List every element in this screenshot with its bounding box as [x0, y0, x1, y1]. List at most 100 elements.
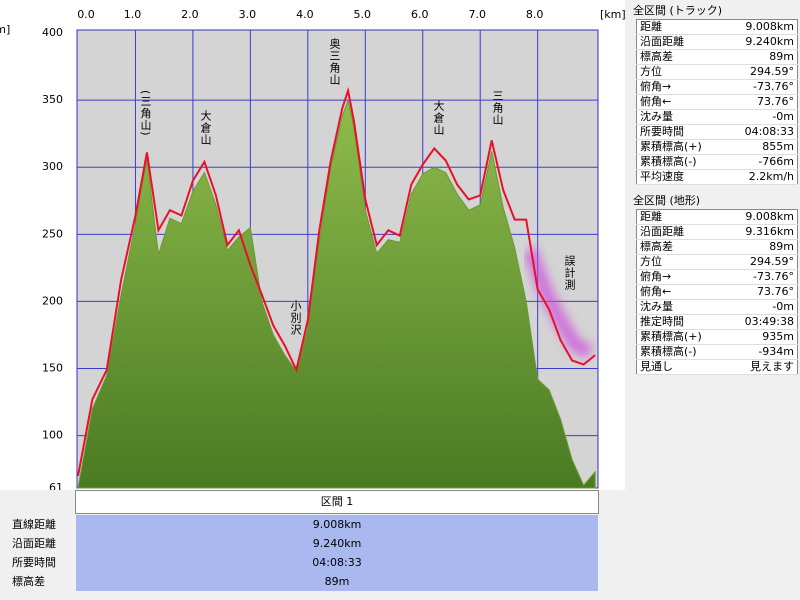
y-tick-label: 150 — [42, 362, 63, 375]
row-label: 俯角← — [636, 284, 726, 300]
x-tick-label: 3.0 — [239, 8, 257, 21]
x-axis-label: [km] — [600, 8, 625, 21]
row-value: -0m — [725, 109, 798, 125]
row-label: 方位 — [636, 64, 726, 80]
table-row: 累積標高(+) 855m — [636, 139, 798, 155]
row-value: 89m — [725, 239, 798, 255]
row-value: -934m — [725, 344, 798, 360]
row-label: 距離 — [636, 19, 726, 35]
table-row: 累積標高(-) -766m — [636, 154, 798, 170]
x-tick-label: 4.0 — [296, 8, 314, 21]
row-value: 9.240km — [76, 534, 598, 553]
section-row: 標高差 89m — [0, 572, 598, 591]
peak-label: (三角山) — [139, 90, 152, 137]
row-value: 73.76° — [725, 284, 798, 300]
table-row: 方位 294.59° — [636, 64, 798, 80]
table-row: 標高差 89m — [636, 239, 798, 255]
peak-label: 大倉山 — [432, 100, 445, 136]
row-label: 累積標高(+) — [636, 329, 726, 345]
peak-label: 誤計測 — [563, 255, 576, 291]
table-row: 累積標高(-) -934m — [636, 344, 798, 360]
row-label: 累積標高(-) — [636, 154, 726, 170]
row-label: 俯角← — [636, 94, 726, 110]
row-value: 9.240km — [725, 34, 798, 50]
row-value: 89m — [76, 572, 598, 591]
table-row: 標高差 89m — [636, 49, 798, 65]
y-axis-label: [m] — [0, 23, 10, 36]
row-label: 沿面距離 — [636, 34, 726, 50]
error-highlight — [523, 247, 593, 359]
track-title: 全区間 (トラック) — [633, 4, 723, 17]
x-tick-label: 8.0 — [526, 8, 544, 21]
row-label: 標高差 — [636, 239, 726, 255]
table-row: 俯角→ -73.76° — [636, 269, 798, 285]
row-value: 294.59° — [725, 254, 798, 270]
row-value: 9.008km — [725, 209, 798, 225]
x-tick-label: 7.0 — [468, 8, 486, 21]
row-label: 平均速度 — [636, 169, 726, 185]
row-value: 855m — [725, 139, 798, 155]
section-row: 所要時間 04:08:33 — [0, 553, 598, 572]
table-row: 俯角← 73.76° — [636, 284, 798, 300]
y-tick-label: 350 — [42, 93, 63, 106]
row-label: 沈み量 — [636, 299, 726, 315]
row-value: 9.008km — [725, 19, 798, 35]
row-label: 沈み量 — [636, 109, 726, 125]
row-label: 累積標高(+) — [636, 139, 726, 155]
row-label: 所要時間 — [12, 556, 56, 569]
table-row: 俯角→ -73.76° — [636, 79, 798, 95]
row-value: 9.316km — [725, 224, 798, 240]
track-line — [77, 86, 596, 477]
table-row: 沈み量 -0m — [636, 109, 798, 125]
row-label: 沿面距離 — [12, 537, 56, 550]
x-tick-label: 6.0 — [411, 8, 429, 21]
x-tick-label: 1.0 — [124, 8, 142, 21]
section-row: 沿面距離 9.240km — [0, 534, 598, 553]
terrain-title: 全区間 (地形) — [633, 194, 701, 207]
row-value: 73.76° — [725, 94, 798, 110]
section-row: 直線距離 9.008km — [0, 515, 598, 534]
table-row: 沈み量 -0m — [636, 299, 798, 315]
table-row: 方位 294.59° — [636, 254, 798, 270]
row-label: 見通し — [636, 359, 726, 375]
table-row: 所要時間 04:08:33 — [636, 124, 798, 140]
track-table: 距離 9.008km 沿面距離 9.240km 標高差 89m 方位 294.59° 俯角→ -7… — [636, 19, 798, 185]
peak-label: 小別沢 — [289, 300, 302, 336]
chart: [km] [m] 0.0 1.0 2.0 3.0 4.0 5.0 6.0 7.0 8.0 61 10… — [0, 0, 625, 490]
table-row: 距離 9.008km — [636, 209, 798, 225]
y-tick-label: 100 — [42, 429, 63, 442]
x-tick-label: 5.0 — [354, 8, 372, 21]
peak-label: 大倉山 — [199, 110, 212, 146]
table-row: 沿面距離 9.240km — [636, 34, 798, 50]
y-tick-label: 400 — [42, 26, 63, 39]
table-row: 累積標高(+) 935m — [636, 329, 798, 345]
peak-label: 三角山 — [491, 90, 504, 126]
row-value: 89m — [725, 49, 798, 65]
terrain-area — [77, 98, 596, 489]
row-value: -73.76° — [725, 269, 798, 285]
row-value: 04:08:33 — [76, 553, 598, 572]
row-label: 俯角→ — [636, 79, 726, 95]
row-label: 所要時間 — [636, 124, 726, 140]
row-label: 距離 — [636, 209, 726, 225]
row-value: 9.008km — [76, 515, 598, 534]
row-label: 俯角→ — [636, 269, 726, 285]
table-row: 俯角← 73.76° — [636, 94, 798, 110]
x-tick-label: 2.0 — [181, 8, 199, 21]
row-label: 標高差 — [636, 49, 726, 65]
terrain-table: 距離 9.008km 沿面距離 9.316km 標高差 89m 方位 294.59° 俯角→ -7… — [636, 209, 798, 375]
table-row: 距離 9.008km — [636, 19, 798, 35]
section-title: 区間 1 — [75, 490, 599, 514]
row-value: 04:08:33 — [725, 124, 798, 140]
row-label: 累積標高(-) — [636, 344, 726, 360]
row-value: 935m — [725, 329, 798, 345]
row-label: 標高差 — [12, 575, 45, 588]
y-tick-label: 300 — [42, 160, 63, 173]
row-label: 推定時間 — [636, 314, 726, 330]
peak-label: 奥三角山 — [328, 38, 341, 86]
y-tick-label: 61 — [49, 481, 63, 490]
table-row: 推定時間 03:49:38 — [636, 314, 798, 330]
row-label: 方位 — [636, 254, 726, 270]
table-row: 平均速度 2.2km/h — [636, 169, 798, 185]
row-value: 03:49:38 — [725, 314, 798, 330]
